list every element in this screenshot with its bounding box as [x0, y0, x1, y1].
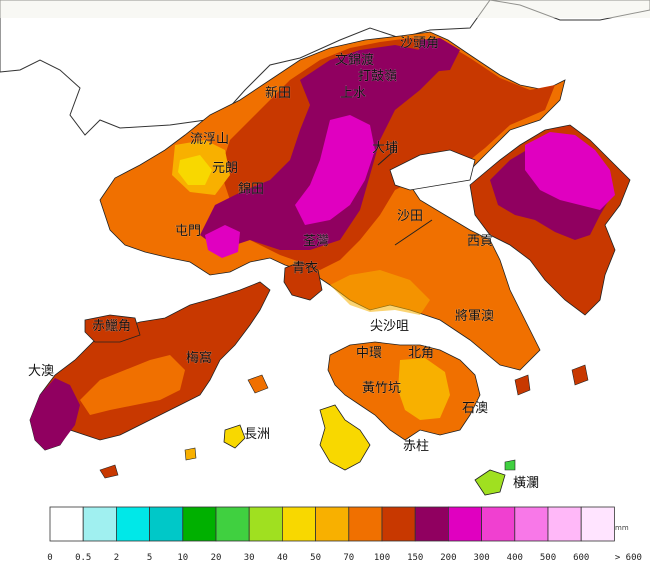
tsing-yi-island	[283, 261, 323, 301]
band-70-100-kowloon	[330, 270, 430, 315]
lamma-island	[319, 404, 371, 471]
label-tuen-mun: 屯門	[175, 224, 201, 239]
islet-4	[247, 374, 269, 394]
band-200-300-tuenmun	[205, 225, 240, 258]
legend-swatch	[82, 506, 117, 542]
place-labels: 沙頭角 文錦渡 打鼓嶺 上水 新田 流浮山 元朗 錦田 大埔 屯門 荃灣 沙田 …	[28, 36, 540, 492]
label-man-kam-to: 文錦渡	[335, 52, 374, 68]
legend-tick-label: 0	[47, 553, 52, 563]
label-lau-fau-shan: 流浮山	[190, 132, 229, 147]
legend-tick-label: 2	[114, 553, 119, 563]
islet-3	[184, 447, 197, 461]
legend-swatch	[348, 506, 383, 542]
label-ta-kwu-ling: 打鼓嶺	[358, 69, 397, 84]
label-chek-lap-kok: 赤鱲角	[92, 319, 131, 334]
legend-swatch	[414, 506, 449, 542]
label-sheung-shui: 上水	[340, 86, 366, 101]
legend-swatch	[481, 506, 516, 542]
legend-swatch	[215, 506, 250, 542]
legend-tick-label: 200	[440, 553, 456, 563]
label-tseung-kwan-o: 將軍澳	[455, 308, 494, 324]
legend-tick-label: 20	[211, 553, 222, 563]
cheung-chau-island	[223, 424, 246, 449]
legend-tick-label: 5	[147, 553, 152, 563]
legend-swatch	[182, 506, 217, 542]
small-island-1	[504, 459, 516, 471]
label-sha-tau-kok: 沙頭角	[400, 36, 439, 51]
legend-swatch	[248, 506, 283, 542]
band-200-300-east	[525, 132, 615, 210]
band-200-300-central	[295, 115, 375, 225]
hong-kong-rainfall-map: 沙頭角 文錦渡 打鼓嶺 上水 新田 流浮山 元朗 錦田 大埔 屯門 荃灣 沙田 …	[0, 0, 650, 496]
label-kam-tin: 錦田	[238, 181, 264, 197]
legend-swatches	[49, 506, 615, 542]
band-40-50-nw	[178, 155, 212, 185]
legend-swatch	[281, 506, 316, 542]
legend-tick-label: 100	[374, 553, 390, 563]
legend-tick-label: 0.5	[75, 553, 91, 563]
label-stanley: 赤柱	[403, 439, 429, 454]
label-sai-kung: 西貢	[467, 234, 493, 249]
label-shek-o: 石澳	[462, 400, 488, 416]
label-tsing-yi: 青衣	[292, 260, 318, 276]
tolo-harbour	[389, 149, 476, 191]
legend-unit: mm	[615, 524, 629, 532]
legend-tick-label: 50	[310, 553, 321, 563]
legend-swatch	[315, 506, 350, 542]
legend-swatch	[514, 506, 549, 542]
legend-tick-label: 600	[573, 553, 589, 563]
legend-swatch	[149, 506, 184, 542]
label-mui-wo: 梅窩	[186, 350, 212, 366]
legend-tick-label: 150	[407, 553, 423, 563]
islet-5	[571, 364, 589, 386]
band-50-70-hkisland	[398, 358, 450, 420]
legend-tick-label: 10	[177, 553, 188, 563]
label-central: 中環	[356, 346, 382, 361]
chek-lap-kok-island	[84, 314, 141, 343]
legend-tick-label: 300	[473, 553, 489, 563]
band-150-200-taio	[30, 378, 80, 450]
label-wong-chuk-hang: 黃竹坑	[362, 381, 401, 396]
legend-tick-label: 30	[244, 553, 255, 563]
legend-tick-label: > 600	[615, 553, 642, 563]
label-tai-o: 大澳	[28, 363, 54, 379]
label-waglan: 橫瀾	[513, 476, 539, 491]
legend-swatch	[116, 506, 151, 542]
legend-tick-label: 40	[277, 553, 288, 563]
legend-swatch	[447, 506, 482, 542]
legend-swatch	[580, 506, 615, 542]
label-north-point: 北角	[408, 346, 434, 361]
label-tsim-sha-tsui: 尖沙咀	[370, 319, 409, 334]
label-san-tin: 新田	[265, 85, 291, 101]
waglan-islands	[474, 469, 506, 496]
islet-6	[514, 374, 531, 396]
band-100-150-lantau-inner	[80, 355, 185, 415]
islet-2	[99, 464, 119, 479]
band-150-200-north	[200, 45, 440, 250]
tai-po-river	[377, 149, 396, 166]
legend-tick-label: 400	[507, 553, 523, 563]
shing-mun-channel	[394, 219, 433, 246]
label-cheung-chau: 長洲	[244, 427, 270, 442]
label-sha-tin: 沙田	[397, 209, 423, 224]
band-150-200-shatau	[418, 38, 460, 72]
legend-tick-label: 70	[343, 553, 354, 563]
legend-labels: 0 0.5 2 5 10 20 30 40 50 70 100 150 200 300 400 500 600 >…	[47, 553, 642, 563]
legend-swatch	[49, 506, 84, 542]
label-yuen-long: 元朗	[212, 161, 238, 176]
legend-tick-label: 500	[540, 553, 556, 563]
legend-swatch	[381, 506, 416, 542]
label-tsuen-wan: 荃灣	[303, 234, 329, 249]
label-tai-po: 大埔	[372, 141, 398, 156]
legend-swatch	[547, 506, 582, 542]
